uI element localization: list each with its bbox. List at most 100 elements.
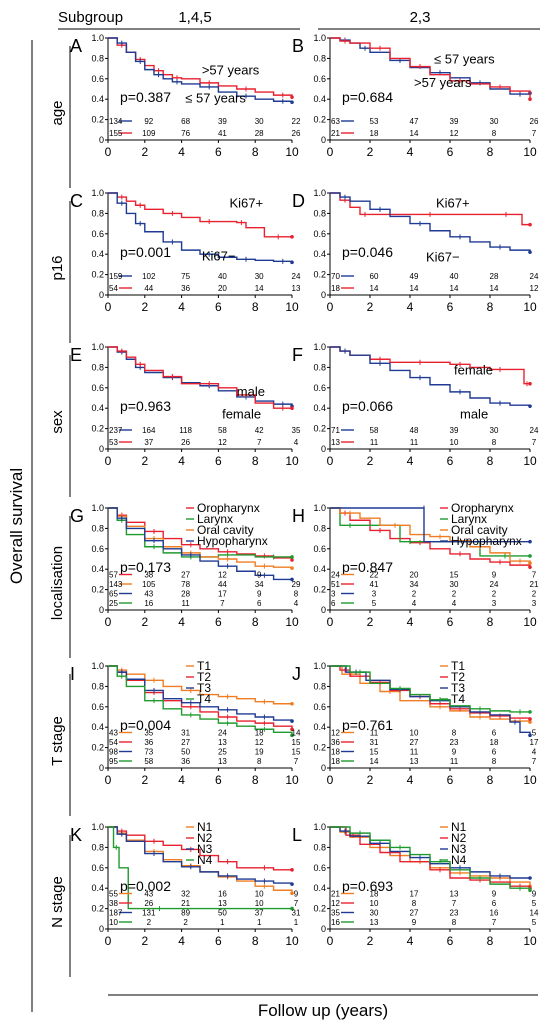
x-tick-label: 4 bbox=[178, 300, 185, 314]
y-tick-label: 0.6 bbox=[91, 74, 104, 84]
p-value: p=0.963 bbox=[120, 398, 171, 414]
risk-count: 13 bbox=[218, 757, 227, 766]
y-tick-label: 0.2 bbox=[91, 585, 104, 595]
panel-b: B 0 0.2 0.4 0.6 0.8 1.0 0 2 4 6 8 10 ≤ 57 years >57 ye… bbox=[292, 33, 539, 159]
risk-count: 98 bbox=[109, 748, 118, 757]
risk-count: 40 bbox=[450, 272, 459, 281]
series-line-larynx bbox=[108, 507, 292, 558]
series-line-ki67 bbox=[108, 192, 292, 238]
risk-count: 75 bbox=[181, 272, 190, 281]
risk-count: 76 bbox=[181, 129, 190, 138]
row-label-t-stage: T stage bbox=[49, 716, 66, 766]
risk-count: 44 bbox=[218, 580, 227, 589]
risk-count: 21 bbox=[181, 899, 190, 908]
legend-label-n3: N3 bbox=[451, 842, 467, 856]
risk-count: 26 bbox=[530, 117, 539, 126]
risk-count: 15 bbox=[370, 748, 379, 757]
risk-count: 13 bbox=[331, 438, 340, 447]
risk-count: 8 bbox=[492, 438, 497, 447]
legend-label-oral-cavity: Oral cavity bbox=[451, 523, 508, 537]
series-end-point bbox=[290, 882, 294, 886]
curve-label-57-years: >57 years bbox=[202, 63, 260, 78]
panel-letter: L bbox=[292, 825, 302, 845]
y-tick-label: 0 bbox=[99, 605, 104, 615]
y-tick-label: 0.4 bbox=[91, 722, 104, 732]
x-tick-label: 2 bbox=[367, 615, 374, 629]
risk-count: 118 bbox=[179, 426, 192, 435]
column-header-left: 1,4,5 bbox=[178, 9, 211, 26]
series-end-point bbox=[528, 710, 532, 714]
series-end-point bbox=[290, 727, 294, 732]
legend-label-n1: N1 bbox=[197, 820, 213, 834]
risk-count: 22 bbox=[292, 117, 301, 126]
risk-count: 31 bbox=[370, 738, 379, 747]
x-tick-label: 10 bbox=[523, 300, 537, 314]
risk-count: 49 bbox=[410, 272, 419, 281]
y-tick-label: 0.6 bbox=[313, 74, 326, 84]
legend-label-t4: T4 bbox=[451, 692, 465, 706]
curve-label-ki67: Ki67+ bbox=[436, 195, 470, 210]
risk-count: 6 bbox=[492, 899, 497, 908]
risk-count: 9 bbox=[452, 748, 457, 757]
panel-letter: J bbox=[292, 664, 301, 684]
risk-count: 26 bbox=[181, 438, 190, 447]
y-tick-label: 0.4 bbox=[313, 722, 326, 732]
series-line-n2 bbox=[108, 826, 292, 871]
risk-count: 8 bbox=[294, 590, 299, 599]
risk-count: 15 bbox=[292, 748, 301, 757]
panel-letter: I bbox=[70, 664, 75, 684]
risk-count: 7 bbox=[492, 918, 497, 927]
panel-d: D00.20.40.60.81.00 2 4 6 8 10Ki67+Ki67−p=0.04… bbox=[292, 188, 539, 314]
risk-count: 17 bbox=[530, 738, 539, 747]
x-tick-label: 6 bbox=[215, 454, 222, 468]
risk-count: 10 bbox=[255, 899, 264, 908]
y-tick-label: 1.0 bbox=[313, 342, 326, 352]
risk-count: 7 bbox=[220, 599, 225, 608]
risk-count: 5 bbox=[372, 599, 377, 608]
y-tick-label: 0.2 bbox=[91, 424, 104, 434]
y-tick-label: 0 bbox=[321, 290, 326, 300]
x-tick-label: 10 bbox=[523, 145, 537, 159]
risk-count: 54 bbox=[109, 738, 118, 747]
risk-count: 35 bbox=[292, 426, 301, 435]
y-tick-label: 1.0 bbox=[91, 342, 104, 352]
x-tick-label: 8 bbox=[487, 454, 494, 468]
outer-x-label: Follow up (years) bbox=[258, 1001, 388, 1020]
risk-count: 1 bbox=[294, 918, 299, 927]
risk-count: 14 bbox=[410, 284, 419, 293]
curve-label-male: male bbox=[237, 384, 265, 399]
risk-count: 13 bbox=[218, 899, 227, 908]
panel-f: F00.20.40.60.81.00 2 4 6 8 10femalemalep=0.06… bbox=[292, 342, 539, 468]
x-tick-label: 0 bbox=[327, 145, 334, 159]
row-label-n-stage: N stage bbox=[49, 876, 66, 928]
x-tick-label: 8 bbox=[487, 145, 494, 159]
x-tick-label: 6 bbox=[215, 934, 222, 948]
risk-count: 13 bbox=[410, 757, 419, 766]
risk-count: 42 bbox=[255, 426, 264, 435]
risk-count: 50 bbox=[181, 748, 190, 757]
y-tick-label: 0.2 bbox=[313, 743, 326, 753]
x-tick-label: 2 bbox=[367, 934, 374, 948]
risk-count: 55 bbox=[109, 890, 118, 899]
risk-count: 14 bbox=[370, 757, 379, 766]
y-tick-label: 0.6 bbox=[91, 383, 104, 393]
risk-count: 11 bbox=[410, 438, 419, 447]
risk-count: 8 bbox=[452, 918, 457, 927]
risk-count: 16 bbox=[331, 918, 340, 927]
risk-count: 3 bbox=[331, 590, 336, 599]
x-tick-label: 6 bbox=[447, 615, 454, 629]
series-end-point bbox=[528, 565, 532, 569]
y-tick-label: 0.8 bbox=[91, 523, 104, 533]
legend-label-t1: T1 bbox=[451, 659, 465, 673]
series-line-t4 bbox=[108, 665, 293, 736]
risk-count: 3 bbox=[492, 599, 497, 608]
series-line-t1 bbox=[330, 665, 531, 723]
series-end-point bbox=[290, 577, 294, 582]
p-value: p=0.004 bbox=[120, 717, 171, 733]
risk-count: 15 bbox=[450, 571, 459, 580]
y-tick-label: 0 bbox=[99, 135, 104, 145]
risk-count: 30 bbox=[490, 117, 499, 126]
p-value: p=0.761 bbox=[342, 717, 393, 733]
